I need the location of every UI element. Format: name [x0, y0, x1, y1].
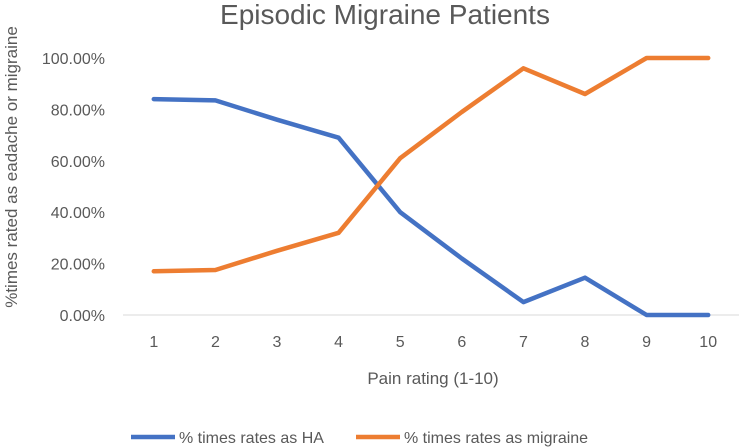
legend: % times rates as HA % times rates as migr… — [131, 430, 588, 447]
x-tick-label: 5 — [396, 334, 405, 351]
x-tick-label: 4 — [334, 334, 343, 351]
chart-title: Episodic Migraine Patients — [220, 0, 550, 30]
legend-label-1: % times rates as HA — [179, 430, 324, 447]
y-axis-ticks: 0.00% 20.00% 40.00% 60.00% 80.00% 100.00% — [42, 51, 105, 325]
x-tick-label: 9 — [642, 334, 651, 351]
y-tick-label: 0.00% — [60, 308, 105, 325]
x-tick-label: 2 — [211, 334, 220, 351]
y-tick-label: 40.00% — [51, 205, 105, 222]
x-tick-label: 10 — [699, 334, 717, 351]
x-tick-label: 3 — [273, 334, 282, 351]
x-axis-label: Pain rating (1-10) — [367, 369, 498, 388]
series-lines — [151, 55, 711, 318]
y-tick-label: 100.00% — [42, 51, 105, 68]
y-tick-label: 20.00% — [51, 257, 105, 274]
legend-label-2: % times rates as migraine — [404, 430, 588, 447]
y-axis-label: %times rated as eadache or migraine — [2, 26, 21, 308]
y-tick-label: 80.00% — [51, 102, 105, 119]
x-axis-ticks: 1 2 3 4 5 6 7 8 9 10 — [149, 334, 717, 351]
x-tick-label: 8 — [581, 334, 590, 351]
series-line-1 — [151, 96, 711, 318]
x-tick-label: 6 — [457, 334, 466, 351]
x-tick-label: 7 — [519, 334, 528, 351]
series-line-2 — [151, 55, 711, 274]
y-tick-label: 60.00% — [51, 154, 105, 171]
x-tick-label: 1 — [149, 334, 158, 351]
